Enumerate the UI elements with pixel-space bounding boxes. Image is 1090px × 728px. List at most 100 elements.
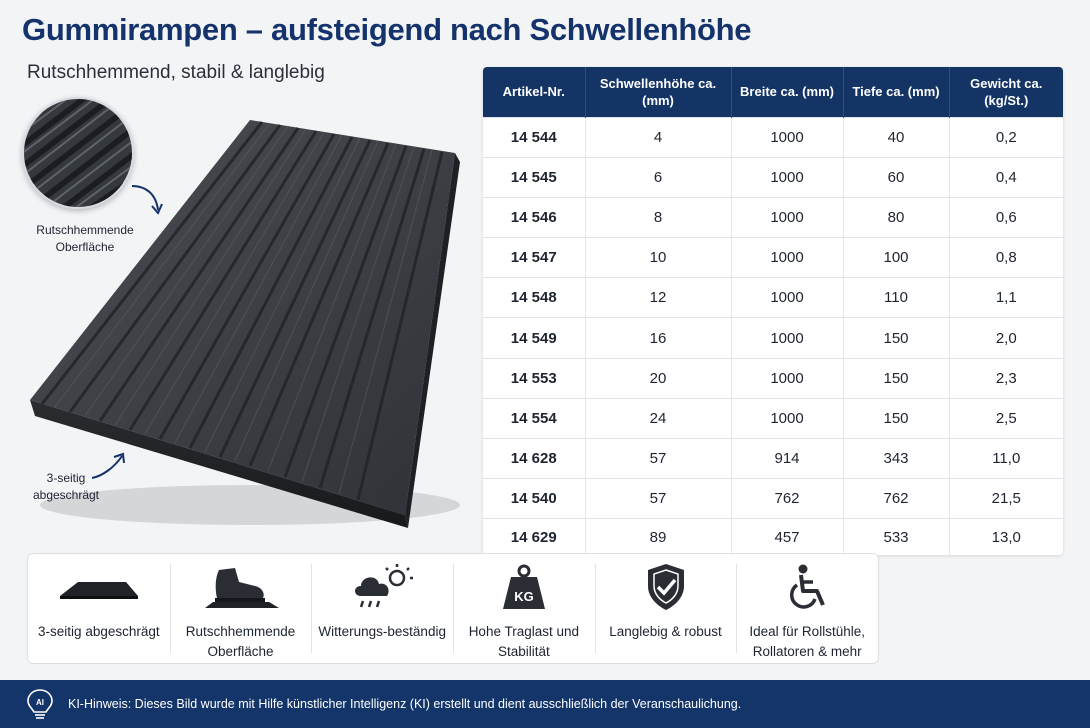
header-width: Breite ca. (mm)	[731, 67, 844, 117]
table-row: 14 628 57 914 343 11,0	[483, 437, 1063, 479]
width-cell: 762	[731, 478, 844, 519]
article-no-cell: 14 545	[483, 156, 586, 198]
threshold-height-cell: 89	[585, 518, 732, 555]
width-cell: 1000	[731, 156, 844, 198]
depth-cell: 60	[843, 156, 950, 198]
weight-cell: 0,2	[949, 116, 1063, 158]
depth-cell: 343	[843, 437, 950, 479]
table-row: 14 546 8 1000 80 0,6	[483, 196, 1063, 238]
weather-icon	[355, 564, 414, 608]
weight-icon: KG	[502, 564, 545, 609]
spec-table: Artikel-Nr. Schwellenhöhe ca. (mm) Breit…	[483, 67, 1063, 555]
feature-item: Rutschhemmende Oberfläche	[169, 554, 312, 663]
width-cell: 1000	[731, 116, 844, 158]
weight-cell: 0,6	[949, 196, 1063, 238]
table-header-row: Artikel-Nr. Schwellenhöhe ca. (mm) Breit…	[483, 67, 1063, 117]
ai-disclaimer: KI-Hinweis: Dieses Bild wurde mit Hilfe …	[68, 697, 742, 711]
depth-cell: 762	[843, 478, 950, 519]
arrow-bevel-icon	[91, 452, 125, 479]
threshold-height-cell: 4	[585, 116, 732, 158]
weight-cell: 0,8	[949, 237, 1063, 278]
threshold-height-cell: 24	[585, 397, 732, 439]
feature-item: KG Hohe Traglast und Stabilität	[453, 554, 595, 663]
table-row: 14 629 89 457 533 13,0	[483, 518, 1063, 555]
article-no-cell: 14 547	[483, 237, 586, 278]
article-no-cell: 14 546	[483, 196, 586, 238]
bevel-label: 3-seitig abgeschrägt	[32, 471, 100, 502]
ai-badge: AI	[36, 698, 44, 707]
ramp-icon	[59, 582, 138, 599]
article-no-cell: 14 548	[483, 277, 586, 318]
depth-cell: 110	[843, 277, 950, 318]
feature-item: 3-seitig abgeschrägt	[28, 554, 170, 663]
width-cell: 1000	[731, 357, 844, 399]
table-row: 14 547 10 1000 100 0,8	[483, 237, 1063, 278]
table-row: 14 544 4 1000 40 0,2	[483, 116, 1063, 158]
weight-cell: 1,1	[949, 277, 1063, 318]
width-cell: 1000	[731, 277, 844, 318]
table-row: 14 540 57 762 762 21,5	[483, 478, 1063, 519]
threshold-height-cell: 10	[585, 237, 732, 278]
threshold-height-cell: 8	[585, 196, 732, 238]
header-threshold-height: Schwellenhöhe ca. (mm)	[585, 67, 732, 117]
threshold-height-cell: 57	[585, 437, 732, 479]
feature-label: Hohe Traglast und Stabilität	[468, 624, 580, 659]
wheelchair-icon	[790, 564, 826, 609]
shoe-icon	[204, 568, 279, 608]
feature-label: Witterungs-beständig	[318, 624, 446, 639]
article-no-cell: 14 628	[483, 437, 586, 479]
width-cell: 457	[731, 518, 844, 555]
feature-bar: 3-seitig abgeschrägt Rutschhemmende Ober…	[27, 553, 879, 664]
table-row: 14 548 12 1000 110 1,1	[483, 277, 1063, 318]
table-row: 14 554 24 1000 150 2,5	[483, 397, 1063, 439]
width-cell: 914	[731, 437, 844, 479]
header-depth: Tiefe ca. (mm)	[843, 67, 950, 117]
depth-cell: 150	[843, 357, 950, 399]
header-article-no: Artikel-Nr.	[483, 67, 586, 117]
weight-cell: 21,5	[949, 478, 1063, 519]
ai-lightbulb-icon: AI	[27, 689, 53, 719]
weight-cell: 13,0	[949, 518, 1063, 555]
threshold-height-cell: 20	[585, 357, 732, 399]
shield-check-icon	[647, 564, 684, 610]
surface-label: Rutschhemmende Oberfläche	[36, 223, 134, 254]
feature-label: Rutschhemmende Oberfläche	[185, 624, 296, 659]
article-no-cell: 14 540	[483, 478, 586, 519]
width-cell: 1000	[731, 237, 844, 278]
feature-label: 3-seitig abgeschrägt	[38, 624, 160, 639]
depth-cell: 40	[843, 116, 950, 158]
weight-badge: KG	[514, 589, 534, 604]
article-no-cell: 14 544	[483, 116, 586, 158]
depth-cell: 80	[843, 196, 950, 238]
threshold-height-cell: 12	[585, 277, 732, 318]
page-subtitle: Rutschhemmend, stabil & langlebig	[27, 62, 325, 83]
page-title: Gummirampen – aufsteigend nach Schwellen…	[22, 12, 752, 47]
weight-cell: 2,0	[949, 317, 1063, 359]
table-row: 14 553 20 1000 150 2,3	[483, 357, 1063, 399]
feature-item: Langlebig & robust	[594, 554, 737, 663]
weight-cell: 2,3	[949, 357, 1063, 399]
article-no-cell: 14 554	[483, 397, 586, 439]
weight-cell: 2,5	[949, 397, 1063, 439]
table-row: 14 545 6 1000 60 0,4	[483, 156, 1063, 198]
weight-cell: 0,4	[949, 156, 1063, 198]
table-row: 14 549 16 1000 150 2,0	[483, 317, 1063, 359]
width-cell: 1000	[731, 196, 844, 238]
header-weight: Gewicht ca. (kg/St.)	[949, 67, 1063, 117]
depth-cell: 533	[843, 518, 950, 555]
surface-zoom-image	[22, 97, 134, 209]
feature-label: Langlebig & robust	[609, 624, 722, 639]
width-cell: 1000	[731, 317, 844, 359]
article-no-cell: 14 553	[483, 357, 586, 399]
feature-label: Ideal für Rollstühle, Rollatoren & mehr	[749, 624, 865, 659]
rubber-ramp-image	[30, 120, 460, 528]
weight-cell: 11,0	[949, 437, 1063, 479]
feature-item: Witterungs-beständig	[311, 554, 453, 663]
threshold-height-cell: 6	[585, 156, 732, 198]
article-no-cell: 14 629	[483, 518, 586, 555]
footer-bar: AI KI-Hinweis: Dieses Bild wurde mit Hil…	[0, 680, 1090, 728]
arrow-surface-icon	[131, 185, 163, 215]
threshold-height-cell: 16	[585, 317, 732, 359]
width-cell: 1000	[731, 397, 844, 439]
depth-cell: 100	[843, 237, 950, 278]
